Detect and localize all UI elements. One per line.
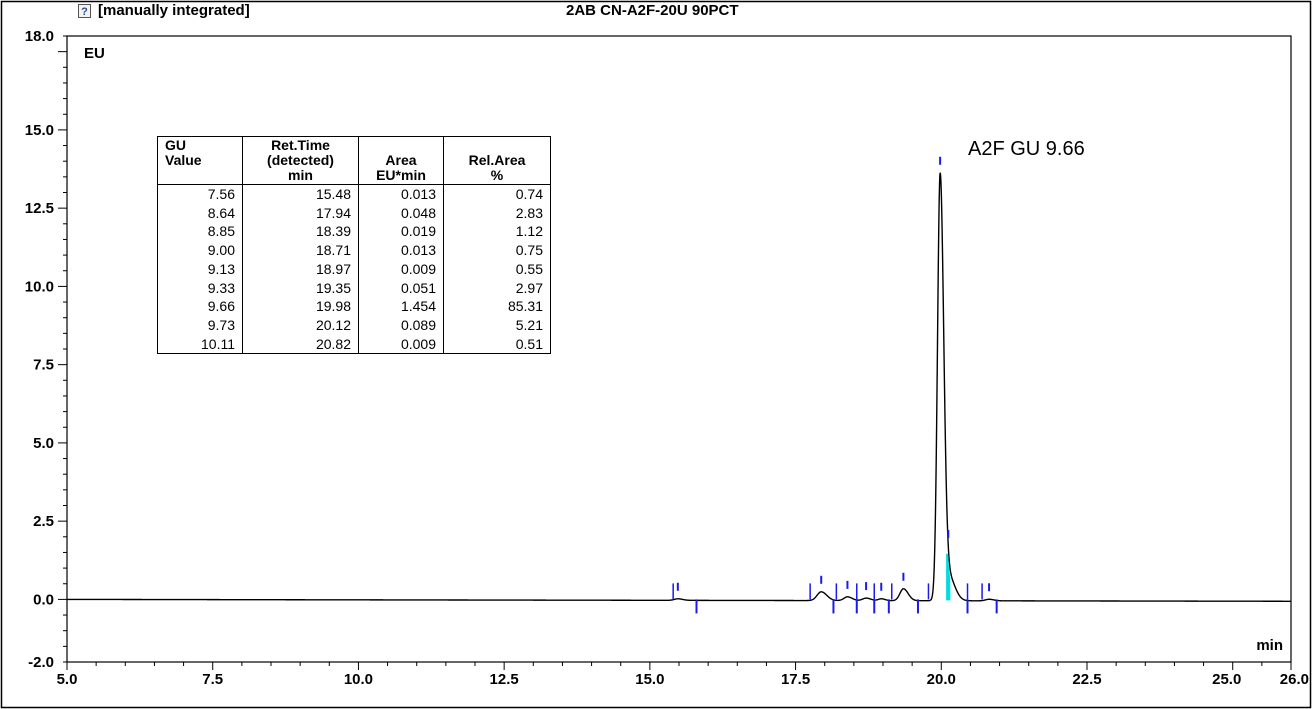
table-cell: 9.00 (157, 241, 243, 260)
y-tick-label: 12.5 (25, 200, 54, 217)
table-cell: 19.35 (242, 278, 359, 298)
table-row: 9.66 19.98 1.454 85.31 (157, 297, 551, 316)
x-tick-label: 12.5 (490, 671, 519, 688)
signal-trace (67, 172, 1291, 602)
header-ret-time: Ret.Time (detected) min (242, 136, 359, 185)
y-tick-label: -2.0 (28, 654, 54, 671)
integration-status: [manually integrated] (98, 2, 250, 19)
table-cell: 1.12 (443, 222, 551, 242)
header-gu: GU Value (157, 136, 243, 185)
table-cell: 18.71 (242, 241, 359, 260)
table-cell: 0.089 (358, 315, 444, 335)
table-cell: 9.13 (157, 259, 243, 279)
integration-highlight (946, 553, 951, 601)
table-cell: 0.51 (443, 334, 551, 354)
header-area: Area EU*min (358, 136, 444, 185)
header-rel-area: Rel.Area% (443, 136, 551, 185)
table-cell: 1.454 (358, 297, 444, 316)
table-cell: 85.31 (443, 297, 551, 316)
table-cell: 9.73 (157, 315, 243, 335)
table-cell: 0.019 (358, 222, 444, 242)
y-tick-label: 18.0 (25, 28, 54, 45)
x-tick-label: 5.0 (57, 671, 78, 688)
table-cell: 0.55 (443, 259, 551, 279)
table-cell: 20.82 (242, 334, 359, 354)
table-row: 7.56 15.48 0.013 0.74 (157, 184, 551, 204)
table-cell: 2.83 (443, 203, 551, 223)
x-axis-label: min (1256, 637, 1283, 654)
table-row: 8.64 17.94 0.048 2.83 (157, 203, 551, 223)
table-cell: 8.85 (157, 222, 243, 242)
table-cell: 17.94 (242, 203, 359, 223)
table-cell: 0.74 (443, 184, 551, 204)
table-row: 8.85 18.39 0.019 1.12 (157, 222, 551, 242)
y-tick-label: 0.0 (33, 591, 54, 608)
help-icon[interactable]: ? (78, 4, 91, 18)
y-tick-label: 15.0 (25, 122, 54, 139)
x-tick-label: 10.0 (344, 671, 373, 688)
table-cell: 0.048 (358, 203, 444, 223)
table-cell: 0.009 (358, 334, 444, 354)
table-row: 10.11 20.82 0.009 0.51 (157, 334, 551, 354)
y-axis-label: EU (84, 45, 105, 62)
table-cell: 0.009 (358, 259, 444, 279)
table-row: 9.73 20.12 0.089 5.21 (157, 315, 551, 335)
table-cell: 20.12 (242, 315, 359, 335)
table-row: 9.00 18.71 0.013 0.75 (157, 241, 551, 260)
table-cell: 9.33 (157, 278, 243, 298)
x-tick-label: 15.0 (635, 671, 664, 688)
table-cell: 8.64 (157, 203, 243, 223)
y-tick-label: 2.5 (33, 513, 54, 530)
x-tick-label: 26.0 (1280, 671, 1309, 688)
table-cell: 15.48 (242, 184, 359, 204)
x-tick-label: 17.5 (781, 671, 810, 688)
y-tick-label: 5.0 (33, 435, 54, 452)
table-cell: 5.21 (443, 315, 551, 335)
y-tick-label: 7.5 (33, 357, 54, 374)
sample-name: 2AB CN-A2F-20U 90PCT (566, 2, 739, 19)
table-row: 9.13 18.97 0.009 0.55 (157, 259, 551, 279)
x-tick-label: 20.0 (927, 671, 956, 688)
peak-annotation: A2F GU 9.66 (968, 138, 1085, 160)
peak-table: GU Value Ret.Time (detected) min Area EU*min… (157, 136, 551, 355)
table-cell: 0.75 (443, 241, 551, 260)
table-cell: 18.39 (242, 222, 359, 242)
y-tick-label: 10.0 (25, 278, 54, 295)
table-cell: 2.97 (443, 278, 551, 298)
x-tick-label: 25.0 (1212, 671, 1241, 688)
table-cell: 7.56 (157, 184, 243, 204)
table-row: 9.33 19.35 0.051 2.97 (157, 278, 551, 298)
x-tick-label: 7.5 (202, 671, 223, 688)
table-cell: 19.98 (242, 297, 359, 316)
table-cell: 0.013 (358, 241, 444, 260)
table-cell: 0.013 (358, 184, 444, 204)
x-tick-label: 22.5 (1072, 671, 1101, 688)
table-cell: 10.11 (157, 334, 243, 354)
table-cell: 18.97 (242, 259, 359, 279)
table-cell: 0.051 (358, 278, 444, 298)
table-cell: 9.66 (157, 297, 243, 316)
